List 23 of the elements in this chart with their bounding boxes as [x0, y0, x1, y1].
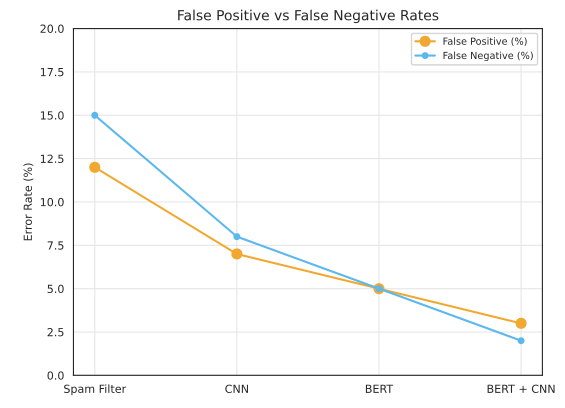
chart-title: False Positive vs False Negative Rates [178, 10, 438, 24]
x-tick-label: BERT [366, 384, 394, 393]
x-tick-label: BERT + CNN [488, 384, 555, 393]
point [233, 233, 240, 240]
point [516, 318, 527, 329]
x-tick-label: Spam Filter [64, 384, 126, 396]
point [89, 162, 100, 173]
point [231, 248, 242, 260]
legend-label: False Negative (%) [444, 52, 533, 61]
y-tick-label: 0.0 [47, 371, 64, 380]
x-tick-label: CNN [225, 384, 248, 393]
y-axis-title: Error Rate (%) [23, 163, 34, 240]
y-tick-label: 20.0 [40, 24, 64, 33]
y-tick-label: 17.5 [40, 68, 64, 76]
point [518, 337, 525, 344]
y-tick-label: 7.5 [48, 241, 64, 250]
y-tick-label: 10.0 [40, 198, 64, 206]
y-tick-label: 15.0 [40, 111, 64, 120]
y-tick-label: 2.5 [48, 328, 64, 336]
y-tick-label: 5.0 [48, 284, 64, 294]
legend-label: False Positive (%) [444, 37, 527, 46]
y-tick-label: 12.5 [40, 154, 64, 163]
point [91, 112, 98, 119]
